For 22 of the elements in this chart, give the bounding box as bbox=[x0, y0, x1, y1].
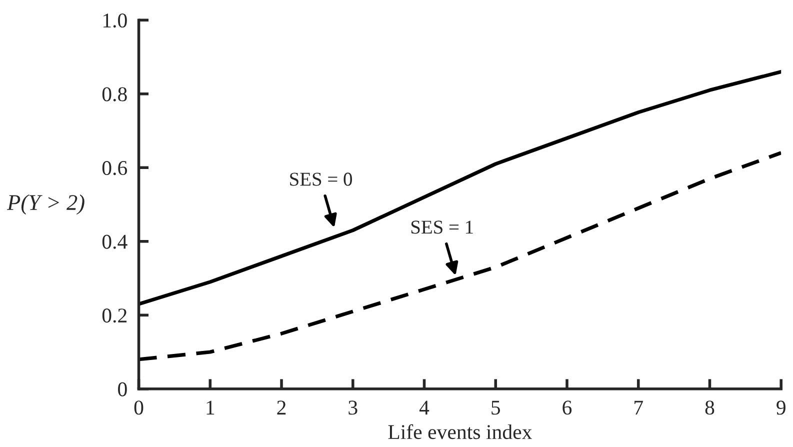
line-series bbox=[138, 151, 782, 362]
y-tick-label: 1.0 bbox=[103, 13, 127, 28]
x-tick-label: 2 bbox=[277, 400, 286, 414]
x-tick-label: 5 bbox=[492, 400, 500, 415]
y-axis-title: P(Y > 2) bbox=[6, 194, 84, 215]
y-tick-label: 0.6 bbox=[102, 161, 128, 176]
x-tick-label: 1 bbox=[206, 400, 214, 414]
x-tick-label: 6 bbox=[562, 400, 572, 415]
annotation: SES = 1 bbox=[411, 220, 473, 234]
x-tick-label: 3 bbox=[348, 400, 358, 415]
y-tick-label: 0.4 bbox=[102, 234, 128, 249]
y-tick-label: 0.8 bbox=[102, 87, 127, 102]
x-tick-label: 4 bbox=[419, 400, 430, 414]
y-tick-label: 0 bbox=[118, 382, 127, 396]
x-tick-label: 0 bbox=[134, 400, 144, 415]
x-tick-label: 8 bbox=[705, 400, 714, 415]
x-tick-label: 9 bbox=[776, 400, 786, 415]
x-axis-title: Life events index bbox=[388, 424, 532, 440]
x-tick-label: 7 bbox=[634, 400, 643, 414]
line-series bbox=[138, 70, 782, 306]
y-tick-label: 0.2 bbox=[102, 308, 127, 323]
annotation: SES = 0 bbox=[290, 172, 352, 186]
